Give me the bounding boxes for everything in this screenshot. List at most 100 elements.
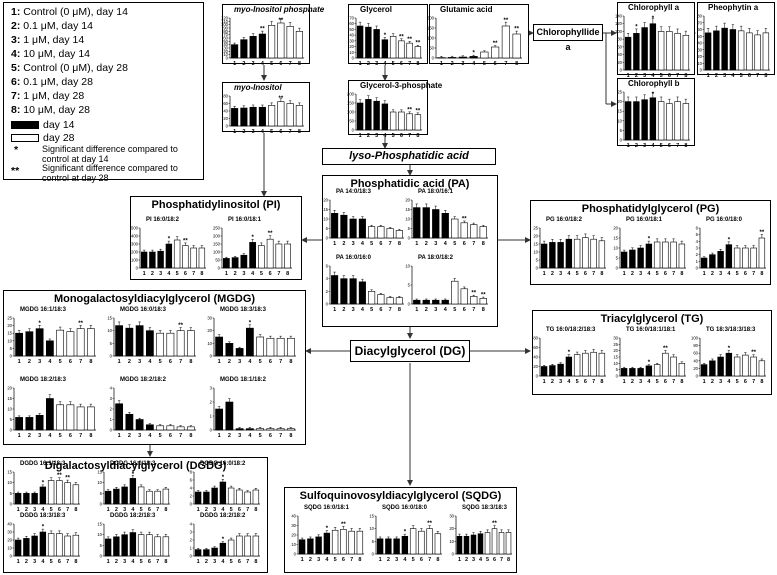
category-label: 3	[123, 559, 126, 565]
chart-title-mg1: MGDG 16:1/18:3	[20, 307, 67, 313]
category-label: 7	[504, 61, 507, 67]
bar	[657, 101, 665, 141]
mgdg-title: Monogalactosyldiacylglycerol (MGDG)	[53, 293, 256, 305]
chart-title-glu: Glutamic acid	[440, 5, 493, 14]
y-tick-label: 150	[427, 26, 435, 31]
bar	[432, 209, 440, 239]
category-label: 2	[25, 507, 28, 513]
bar	[717, 356, 724, 377]
y-tick-label: 250	[213, 226, 221, 231]
bar	[146, 534, 153, 557]
category-label: 4	[131, 507, 135, 513]
category-label: 1	[233, 61, 236, 67]
y-tick-label: 100	[427, 36, 435, 41]
category-label: 6	[69, 359, 72, 365]
chart-title-pa1: PA 14:0/18:3	[336, 189, 372, 195]
category-label: 5	[736, 271, 739, 277]
category-label: 6	[269, 433, 272, 439]
category-label: 4	[647, 271, 651, 277]
y-tick-label: 30	[223, 46, 228, 51]
category-label: 8	[286, 271, 289, 277]
bar	[434, 533, 442, 555]
category-label: 5	[576, 379, 579, 385]
chart-sq3: 0 10 20 30 1 2 3 4 5 6 ** 7 8	[449, 514, 512, 563]
category-label: 5	[656, 271, 659, 277]
category-label: 2	[115, 559, 118, 565]
category-label: 1	[17, 559, 20, 565]
category-label: 7	[179, 359, 182, 365]
chlorophyllide-box: Chlorophyllide a	[533, 24, 603, 52]
category-label: 6	[238, 559, 241, 565]
y-tick-label: 60	[697, 27, 702, 32]
chart-mg4: 0 5 10 15 20 1 2 3 4 5 6 7 8	[7, 386, 96, 439]
chart-tg1: 0 20 40 60 80 1 2 3 4 * 5 6 7 8	[533, 336, 606, 385]
y-tick-label: 15	[7, 331, 12, 336]
bar	[620, 251, 628, 269]
category-label: 7	[672, 379, 675, 385]
y-tick-label: 15	[617, 109, 622, 114]
significance-mark: **	[493, 41, 498, 47]
y-tick-label: 2	[110, 407, 113, 412]
bar	[56, 480, 63, 505]
bar	[624, 101, 632, 141]
bar	[211, 547, 218, 557]
bar	[460, 288, 468, 305]
bar	[227, 487, 235, 505]
category-label: 5	[334, 557, 337, 563]
y-tick-label: 8	[190, 470, 193, 475]
category-label: 6	[379, 307, 382, 313]
category-label: 2	[715, 73, 718, 79]
category-label: 5	[660, 143, 663, 149]
bar	[365, 26, 372, 59]
category-label: 4	[41, 559, 45, 565]
category-label: 1	[143, 271, 146, 277]
legend-item: 5: Control (0 μM), day 28	[11, 62, 128, 74]
category-label: 2	[205, 507, 208, 513]
y-tick-label: 5	[10, 346, 13, 351]
bar	[413, 299, 421, 305]
significance-mark: *	[648, 360, 651, 366]
bar	[758, 237, 766, 269]
category-label: 6	[184, 271, 187, 277]
y-tick-label: 10	[107, 328, 112, 333]
y-tick-label: 20	[7, 323, 12, 328]
y-tick-label: 6	[190, 478, 193, 483]
bar	[256, 428, 265, 431]
category-label: 7	[79, 433, 82, 439]
category-label: 4	[167, 271, 171, 277]
chart-title-sq1: SQDG 16:0/18:1	[304, 505, 350, 511]
category-label: 3	[461, 61, 464, 67]
category-label: 8	[600, 271, 603, 277]
bar	[742, 354, 749, 377]
category-label: 5	[412, 557, 415, 563]
category-label: 8	[398, 307, 401, 313]
category-label: 3	[317, 557, 320, 563]
y-tick-label: 5	[616, 256, 619, 261]
chart-title-phea: Pheophytin a	[708, 3, 759, 12]
bar	[409, 528, 417, 555]
category-label: 6	[58, 559, 61, 565]
category-label: 5	[656, 379, 659, 385]
bar	[15, 417, 24, 431]
y-tick-label: 10	[369, 526, 374, 531]
bar	[66, 331, 75, 357]
bar	[157, 250, 164, 269]
significance-mark: **	[471, 291, 476, 297]
significance-mark: *	[728, 237, 731, 243]
bar	[35, 414, 44, 431]
chart-title-g3p: Glycerol-3-phosphate	[360, 81, 443, 90]
y-tick-label: 90	[223, 26, 228, 31]
category-label: 6	[493, 557, 496, 563]
y-tick-label: 10	[449, 539, 454, 544]
category-label: 8	[436, 557, 439, 563]
category-label: 4	[221, 507, 225, 513]
y-tick-label: 20	[449, 526, 454, 531]
y-tick-label: 0	[326, 302, 329, 307]
bar	[276, 337, 285, 357]
bar	[176, 426, 185, 431]
lyso-pa-box: lyso-Phosphatidic acid	[322, 148, 496, 165]
category-label: 6	[400, 61, 403, 67]
y-tick-label: 20	[533, 234, 538, 239]
significance-mark: *	[42, 525, 45, 531]
